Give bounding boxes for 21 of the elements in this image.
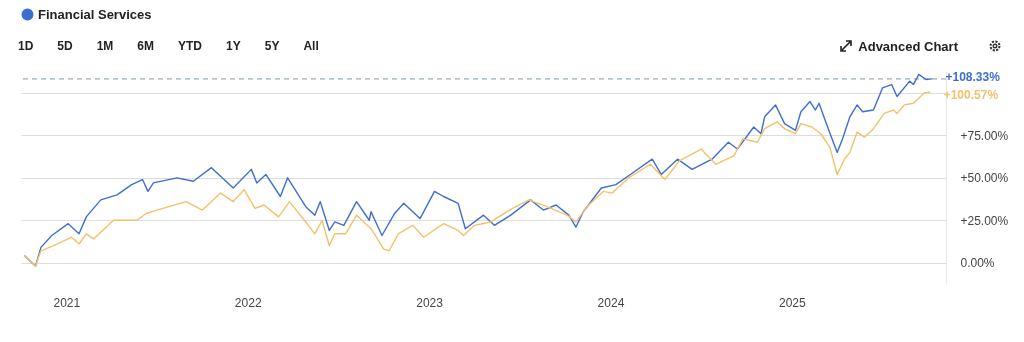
text: 5Y bbox=[264, 39, 280, 53]
data-label: +100.57% bbox=[943, 88, 999, 103]
x-tick-label: 2024 bbox=[597, 295, 625, 310]
y-tick-label: +25.00% bbox=[960, 213, 1009, 228]
text: 1D bbox=[18, 39, 34, 53]
y-tick-label: 0.00% bbox=[960, 256, 995, 271]
x-tick-label: 2025 bbox=[778, 295, 806, 310]
text: 6M bbox=[137, 39, 155, 53]
x-tick-label: 2023 bbox=[416, 295, 444, 310]
text: Advanced Chart bbox=[858, 38, 958, 54]
text: 5D bbox=[57, 39, 73, 53]
text: All bbox=[303, 39, 319, 53]
y-tick-label: +75.00% bbox=[960, 128, 1009, 143]
legend-label: Financial Services bbox=[38, 6, 152, 22]
text: YTD bbox=[178, 39, 203, 53]
text: 1M bbox=[96, 39, 114, 53]
x-tick-label: 2021 bbox=[53, 295, 81, 310]
text: 1Y bbox=[226, 39, 241, 53]
data-label: +108.33% bbox=[945, 69, 1001, 84]
x-tick-label: 2022 bbox=[234, 295, 262, 310]
y-tick-label: +50.00% bbox=[960, 171, 1009, 186]
